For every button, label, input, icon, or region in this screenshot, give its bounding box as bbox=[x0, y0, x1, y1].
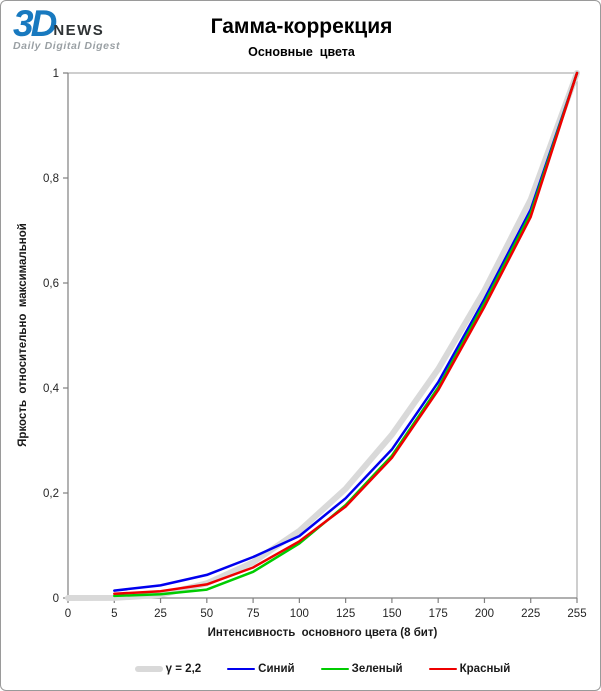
x-tick-label: 255 bbox=[567, 608, 586, 620]
y-tick-label: 0,6 bbox=[43, 278, 59, 290]
y-tick-label: 0 bbox=[53, 593, 59, 605]
logo-3dnews: 3D NEWS Daily Digital Digest bbox=[13, 3, 163, 53]
y-tick-label: 0,4 bbox=[43, 383, 60, 395]
legend-item-2: Зеленый bbox=[320, 663, 403, 675]
legend-label-3: Красный bbox=[459, 663, 511, 675]
logo-tagline: Daily Digital Digest bbox=[13, 40, 121, 53]
legend-item-3: Красный bbox=[428, 663, 511, 675]
legend-item-0: γ = 2,2 bbox=[134, 663, 202, 675]
x-tick-label: 150 bbox=[382, 608, 401, 620]
x-tick-label: 175 bbox=[429, 608, 448, 620]
y-tick-label: 1 bbox=[53, 68, 59, 80]
x-axis-title: Интенсивность основного цвета (8 бит) bbox=[207, 627, 438, 639]
series-line-1 bbox=[113, 71, 579, 592]
legend-swatch-0 bbox=[134, 666, 163, 672]
series-line-0 bbox=[65, 70, 580, 601]
x-tick-label: 125 bbox=[336, 608, 355, 620]
x-tick-label: 200 bbox=[475, 608, 494, 620]
x-tick-label: 75 bbox=[247, 608, 260, 620]
x-tick-label: 100 bbox=[290, 608, 309, 620]
x-tick-label: 25 bbox=[154, 608, 167, 620]
legend: γ = 2,2 Синий Зеленый Красный bbox=[68, 659, 577, 679]
y-tick-label: 0,2 bbox=[43, 488, 59, 500]
y-tick-label: 0,8 bbox=[43, 173, 59, 185]
series-line-3 bbox=[113, 71, 579, 596]
x-tick-label: 0 bbox=[65, 608, 71, 620]
x-tick-label: 5 bbox=[111, 608, 117, 620]
logo-news-text: NEWS bbox=[53, 22, 105, 40]
logo-row: 3D NEWS bbox=[13, 3, 163, 44]
logo-3d-text: 3D bbox=[13, 3, 57, 44]
x-tick-label: 50 bbox=[200, 608, 213, 620]
legend-swatch-3 bbox=[428, 667, 457, 671]
x-tick-label: 225 bbox=[521, 608, 540, 620]
series-line-2 bbox=[113, 71, 579, 598]
legend-swatch-2 bbox=[320, 667, 349, 671]
legend-item-1: Синий bbox=[227, 663, 295, 675]
legend-label-2: Зеленый bbox=[351, 663, 403, 675]
legend-label-1: Синий bbox=[258, 663, 295, 675]
legend-label-0: γ = 2,2 bbox=[165, 663, 202, 675]
legend-swatch-1 bbox=[227, 667, 256, 671]
